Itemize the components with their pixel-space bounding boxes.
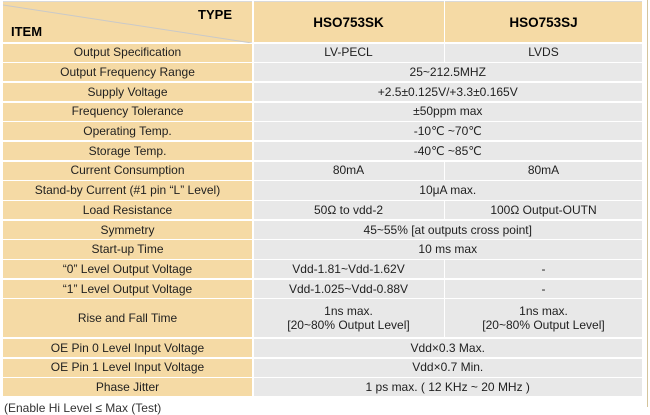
row-value-hso753sj: -: [445, 279, 642, 298]
row-item-label: Output Frequency Range: [3, 63, 252, 82]
spec-row: Operating Temp. -10℃ ~70℃: [3, 122, 642, 141]
row-value-hso753sk: Vdd-1.81~Vdd-1.62V: [253, 260, 444, 279]
row-value-hso753sk: Vdd-1.025~Vdd-0.88V: [253, 279, 444, 298]
spec-row: Storage Temp. -40℃ ~85℃: [3, 141, 642, 161]
row-item-label: Symmetry: [3, 220, 252, 239]
spec-row: Stand-by Current (#1 pin “L” Level) 10μA …: [3, 181, 642, 200]
row-item-label: Rise and Fall Time: [3, 299, 252, 338]
row-value-merged: 25~212.5MHZ: [253, 63, 642, 82]
row-value-merged: 10μA max.: [253, 181, 642, 200]
row-value-hso753sj: -: [445, 260, 642, 279]
row-item-label: Load Resistance: [3, 201, 252, 220]
row-item-label: Storage Temp.: [3, 141, 252, 161]
row-value-hso753sk: 80mA: [253, 161, 444, 180]
spec-row: OE Pin 1 Level Input Voltage Vdd×0.7 Min.: [3, 358, 642, 377]
spec-row: “0” Level Output Voltage Vdd-1.81~Vdd-1.6…: [3, 260, 642, 279]
spec-row: Output Specification LV-PECL LVDS: [3, 43, 642, 62]
footnote-text-clipped: (Enable Hi Level ≤ Max (Test): [4, 401, 162, 415]
spec-row: “1” Level Output Voltage Vdd-1.025~Vdd-0.…: [3, 279, 642, 298]
spec-row: Start-up Time 10 ms max: [3, 240, 642, 259]
row-item-label: Supply Voltage: [3, 82, 252, 102]
row-value-merged: +2.5±0.125V/+3.3±0.165V: [253, 82, 642, 102]
row-item-label: Stand-by Current (#1 pin “L” Level): [3, 181, 252, 200]
row-value-hso753sk: LV-PECL: [253, 43, 444, 62]
row-item-label: “1” Level Output Voltage: [3, 279, 252, 298]
row-value-hso753sj: 1ns max. [20~80% Output Level]: [445, 299, 642, 338]
row-value-hso753sj: 80mA: [445, 161, 642, 180]
item-header-label: ITEM: [11, 24, 43, 39]
spec-row: Frequency Tolerance ±50ppm max: [3, 102, 642, 121]
row-item-label: Frequency Tolerance: [3, 102, 252, 121]
row-value-merged: Vdd×0.7 Min.: [253, 358, 642, 377]
spec-row: Symmetry 45~55% [at outputs cross point]: [3, 220, 642, 239]
row-item-label: Current Consumption: [3, 161, 252, 180]
spec-row: Current Consumption 80mA 80mA: [3, 161, 642, 180]
row-value-hso753sj: LVDS: [445, 43, 642, 62]
column-header-hso753sk: HSO753SK: [253, 1, 444, 42]
row-item-label: OE Pin 1 Level Input Voltage: [3, 358, 252, 377]
spec-row: OE Pin 0 Level Input Voltage Vdd×0.3 Max.: [3, 338, 642, 358]
row-value-hso753sk: 1ns max. [20~80% Output Level]: [253, 299, 444, 338]
corner-header-cell: TYPE ITEM: [3, 1, 252, 43]
table-header-row: TYPE ITEM HSO753SK HSO753SJ: [3, 1, 642, 43]
row-value-hso753sk: 50Ω to vdd-2: [253, 201, 444, 220]
spec-row: Load Resistance 50Ω to vdd-2 100Ω Output-O…: [3, 201, 642, 220]
row-item-label: Operating Temp.: [3, 122, 252, 141]
type-header-label: TYPE: [198, 7, 232, 22]
row-value-merged: -10℃ ~70℃: [253, 122, 642, 141]
row-item-label: Output Specification: [3, 43, 252, 62]
spec-row: Output Frequency Range 25~212.5MHZ: [3, 63, 642, 82]
row-value-merged: -40℃ ~85℃: [253, 141, 642, 161]
spec-table: TYPE ITEM HSO753SK HSO753SJ Output Speci…: [3, 1, 642, 397]
row-value-merged: Vdd×0.3 Max.: [253, 338, 642, 358]
row-item-label: OE Pin 0 Level Input Voltage: [3, 338, 252, 358]
row-item-label: “0” Level Output Voltage: [3, 260, 252, 279]
row-value-merged: 1 ps max. ( 12 KHz ~ 20 MHz ): [253, 378, 642, 397]
spec-row: Rise and Fall Time 1ns max. [20~80% Outpu…: [3, 299, 642, 338]
diagonal-divider-line: [3, 4, 252, 43]
row-value-merged: 45~55% [at outputs cross point]: [253, 220, 642, 239]
page-edge-line: [646, 0, 648, 407]
spec-row: Phase Jitter 1 ps max. ( 12 KHz ~ 20 MHz …: [3, 378, 642, 397]
row-item-label: Phase Jitter: [3, 378, 252, 397]
spec-row: Supply Voltage +2.5±0.125V/+3.3±0.165V: [3, 82, 642, 102]
row-item-label: Start-up Time: [3, 240, 252, 259]
row-value-merged: ±50ppm max: [253, 102, 642, 121]
column-header-hso753sj: HSO753SJ: [445, 1, 642, 42]
row-value-hso753sj: 100Ω Output-OUTN: [445, 201, 642, 220]
row-value-merged: 10 ms max: [253, 240, 642, 259]
